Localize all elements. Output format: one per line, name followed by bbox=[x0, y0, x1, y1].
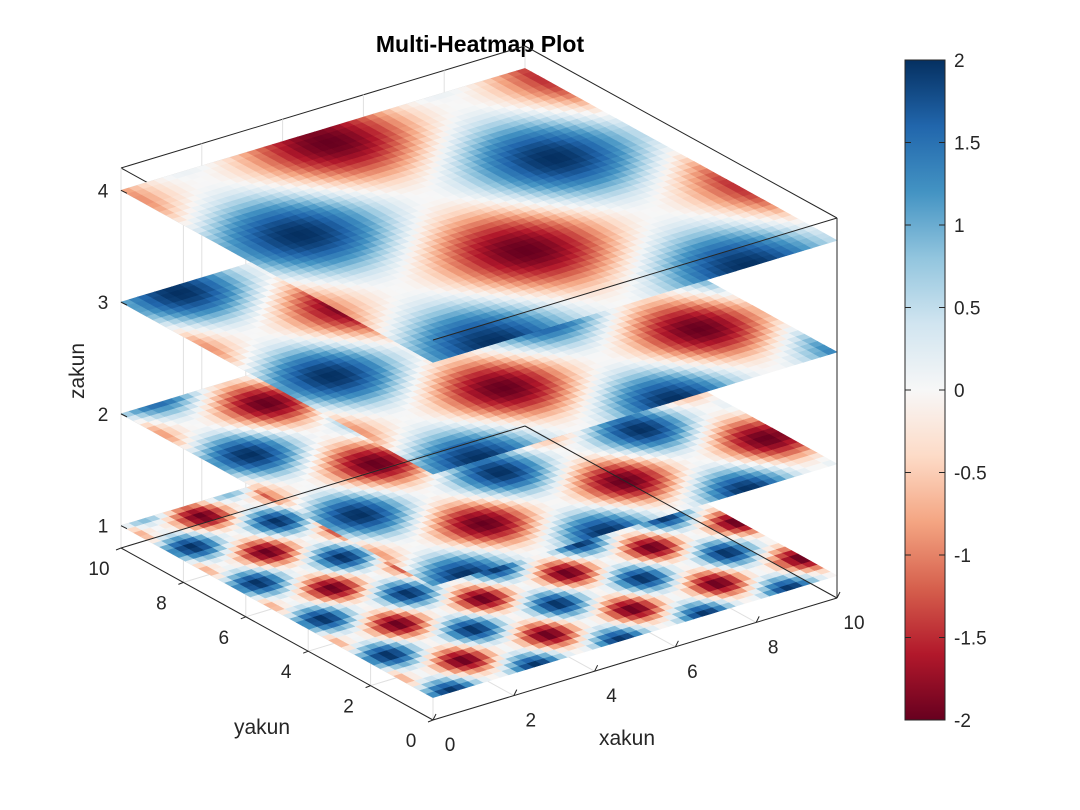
heatmap-layers bbox=[120, 68, 838, 698]
chart-title: Multi-Heatmap Plot bbox=[376, 31, 585, 57]
box-edge bbox=[120, 45, 526, 169]
